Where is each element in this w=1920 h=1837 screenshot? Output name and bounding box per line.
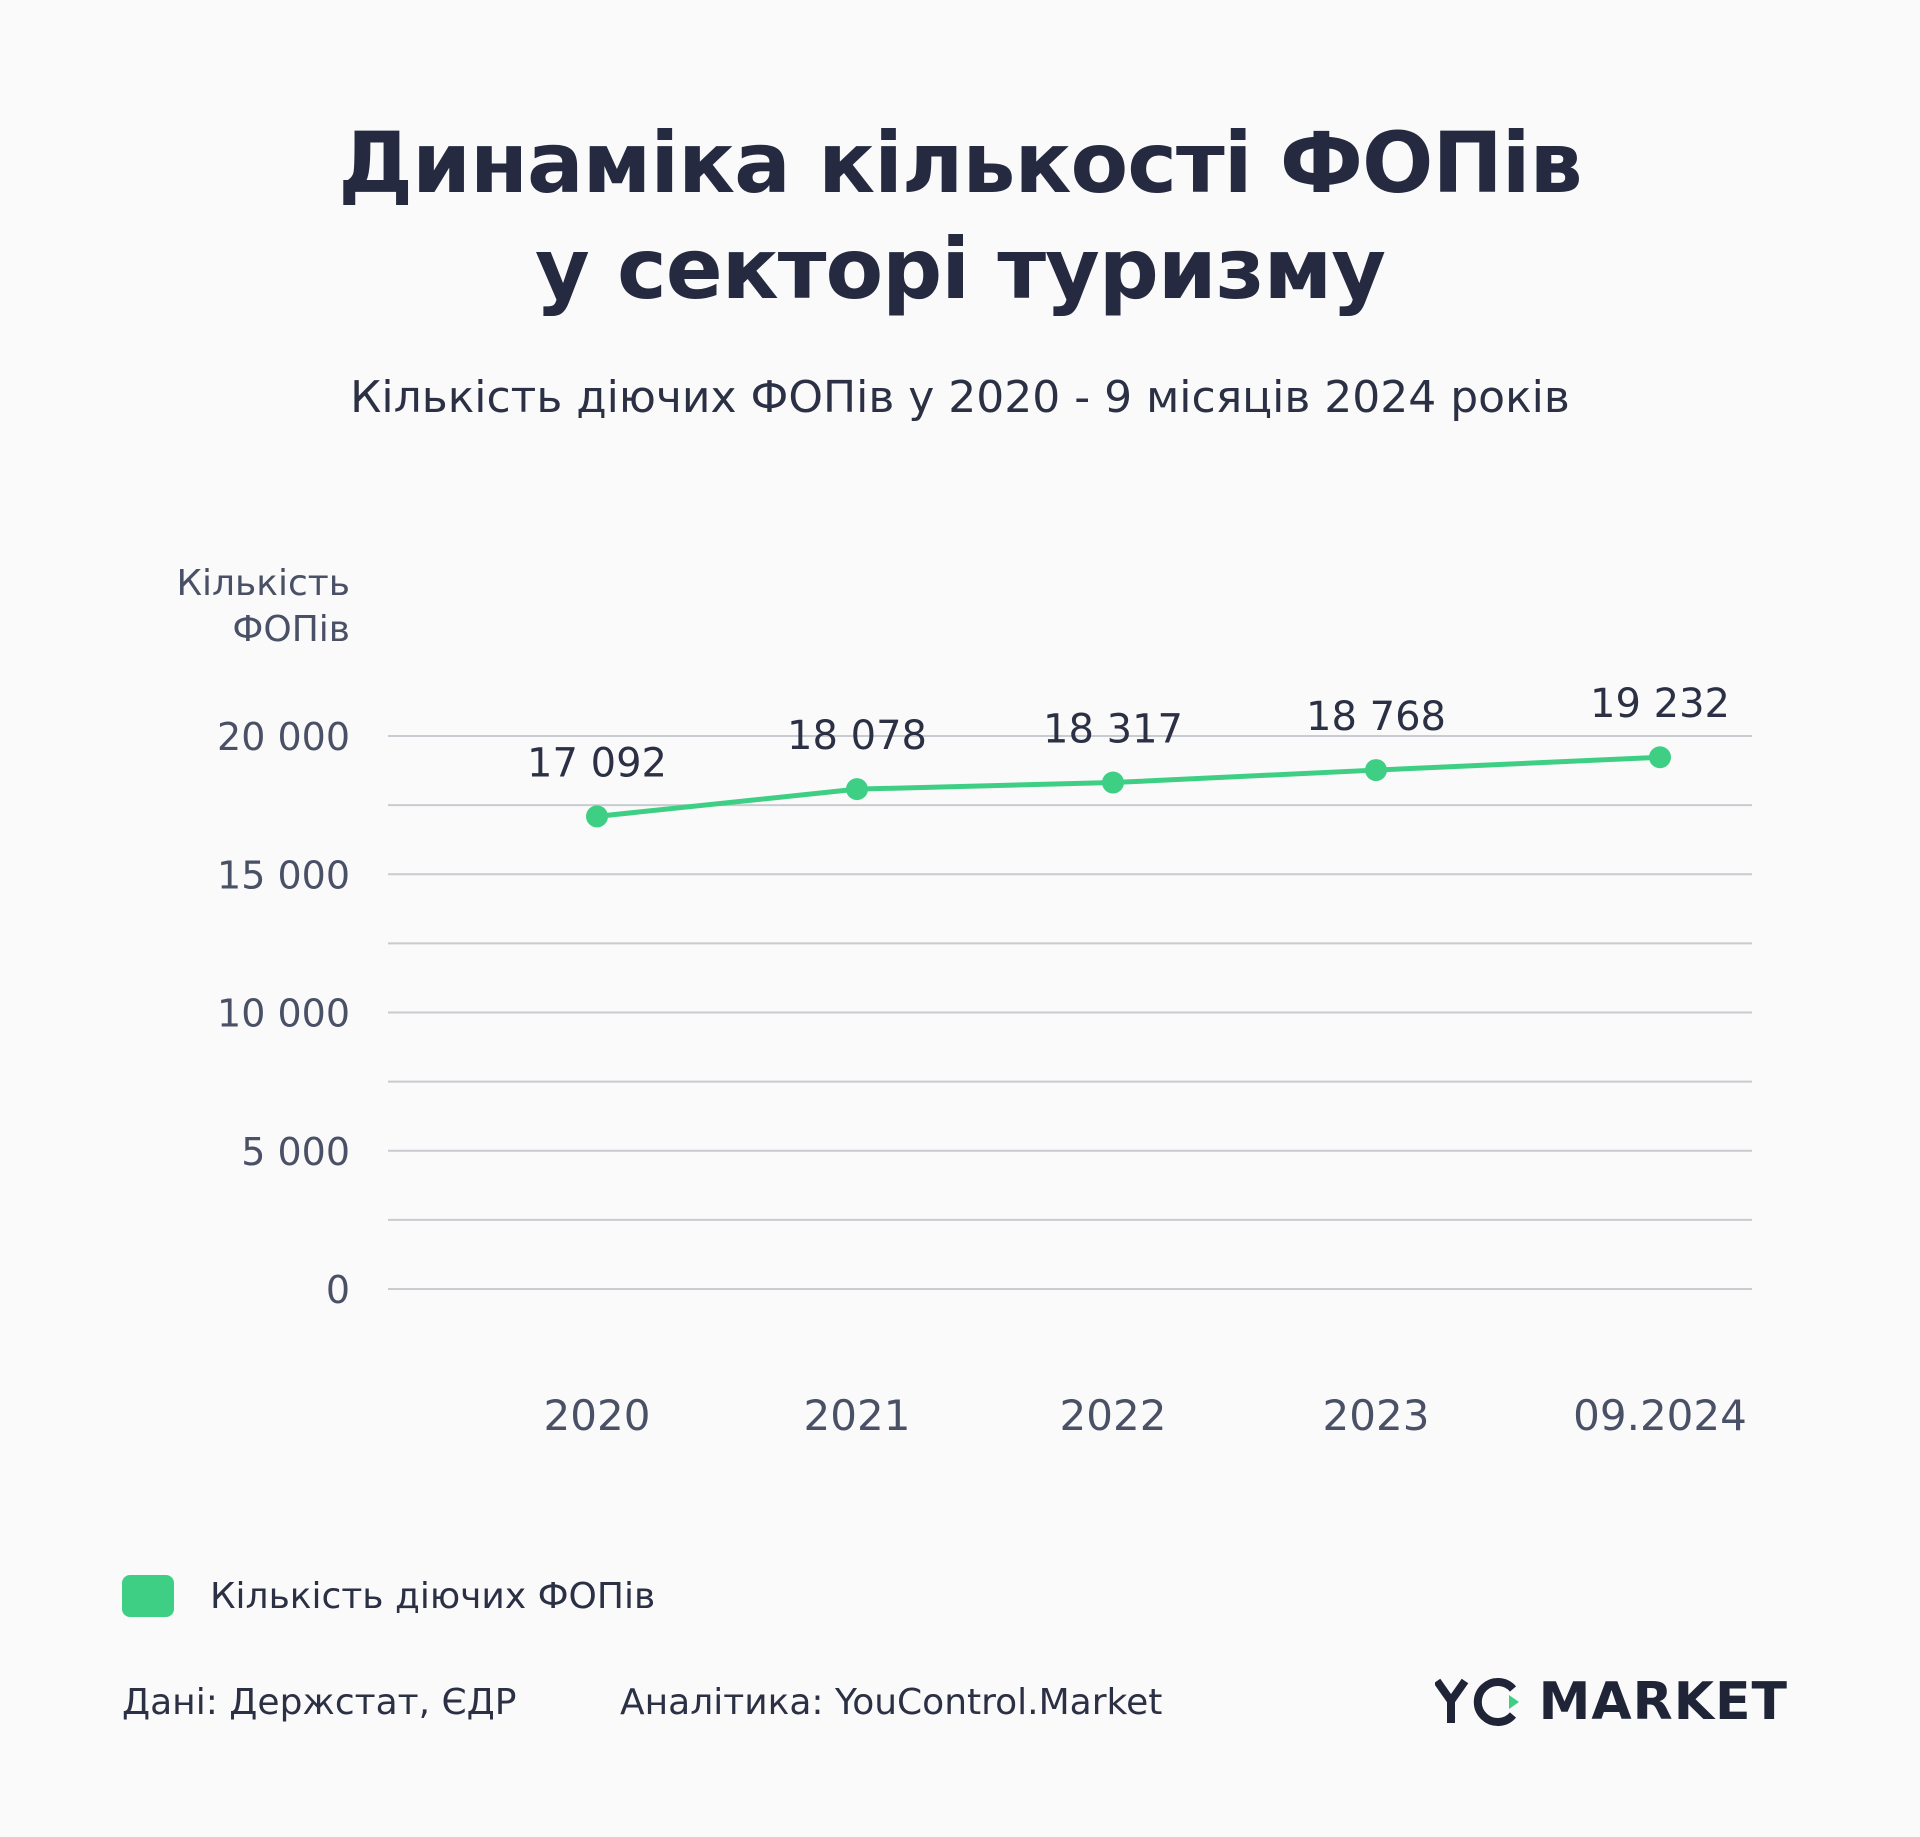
- title-line-2: у секторі туризму: [535, 220, 1386, 318]
- yc-logo-icon: [1434, 1677, 1521, 1727]
- data-source: Дані: Держстат, ЄДР: [122, 1682, 517, 1723]
- y-tick-label: 10 000: [217, 992, 350, 1036]
- legend-swatch: [122, 1575, 174, 1617]
- legend: Кількість діючих ФОПів: [122, 1575, 655, 1617]
- title-line-1: Динаміка кількості ФОПів: [338, 114, 1582, 212]
- x-tick-label: 2023: [1323, 1391, 1430, 1440]
- data-point: [1102, 771, 1124, 794]
- y-tick-label: 5 000: [241, 1130, 350, 1174]
- y-tick-label: 15 000: [217, 853, 350, 897]
- logo-text: MARKET: [1538, 1672, 1788, 1732]
- data-point: [846, 778, 868, 801]
- data-label: 18 768: [1306, 694, 1446, 740]
- series-line: [596, 754, 1661, 819]
- data-label: 17 092: [527, 740, 667, 786]
- analytics-credit: Аналітика: YouControl.Market: [620, 1682, 1163, 1723]
- legend-label: Кількість діючих ФОПів: [210, 1575, 656, 1617]
- y-tick-label: 20 000: [217, 715, 350, 759]
- data-label: 18 317: [1043, 707, 1183, 753]
- x-tick-label: 2022: [1060, 1391, 1167, 1440]
- y-tick-label: 0: [326, 1268, 350, 1312]
- x-tick-label: 09.2024: [1573, 1391, 1747, 1440]
- yc-market-logo: MARKET: [1434, 1672, 1788, 1732]
- x-tick-label: 2021: [804, 1391, 911, 1440]
- data-point: [1365, 759, 1387, 782]
- data-point: [586, 805, 608, 828]
- chart-title: Динаміка кількості ФОПів у секторі туриз…: [0, 110, 1920, 322]
- data-label: 19 232: [1590, 681, 1730, 727]
- data-label: 18 078: [787, 713, 927, 759]
- x-tick-label: 2020: [544, 1391, 651, 1440]
- data-point: [1649, 746, 1671, 769]
- y-axis-title: ФОПів: [232, 609, 350, 650]
- chart-subtitle: Кількість діючих ФОПів у 2020 - 9 місяці…: [350, 372, 1570, 423]
- y-axis-title: Кількість: [176, 563, 350, 604]
